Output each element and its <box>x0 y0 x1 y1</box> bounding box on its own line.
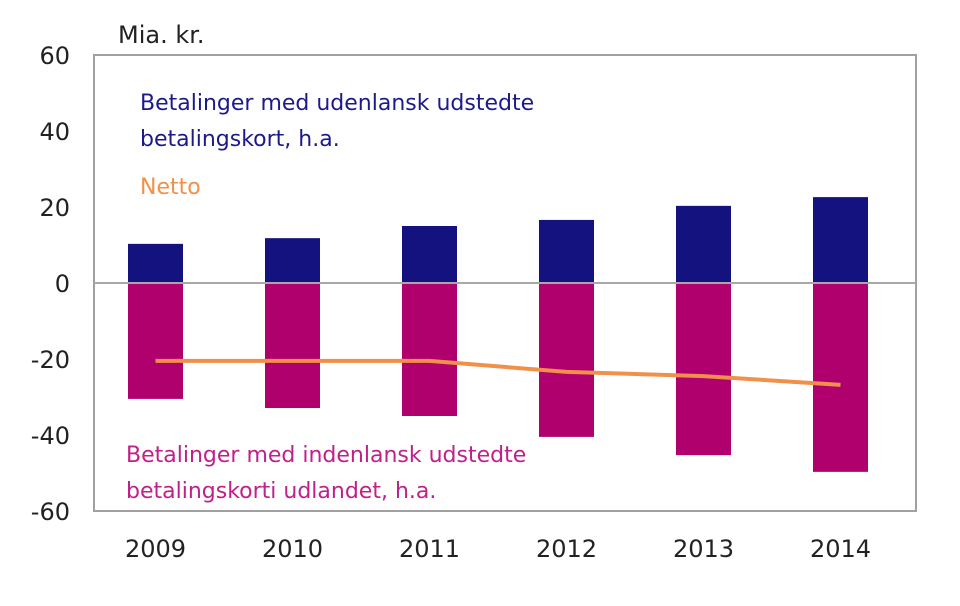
series-label-domestic-cards-line2: betalingskorti udlandet, h.a. <box>126 479 436 504</box>
x-tick-label: 2013 <box>673 535 734 563</box>
series-label-foreign-cards-line2: betalingskort, h.a. <box>140 127 340 152</box>
y-tick-label: 20 <box>39 194 70 222</box>
y-tick-label: 0 <box>55 270 70 298</box>
netto-line <box>155 358 841 387</box>
bar-foreign-2012 <box>539 219 594 283</box>
series-label-foreign-cards: Betalinger med udenlansk udstedte betali… <box>140 91 541 152</box>
series-label-foreign-cards-line1: Betalinger med udenlansk udstedte <box>140 91 534 116</box>
y-tick-label: 60 <box>39 42 70 70</box>
bar-foreign-2011 <box>402 226 457 283</box>
x-tick-label: 2014 <box>810 535 871 563</box>
bar-foreign-2014 <box>813 197 868 283</box>
y-tick-label: 40 <box>39 118 70 146</box>
bar-foreign-2010 <box>265 238 320 283</box>
y-tick-label: -20 <box>31 346 70 374</box>
bars <box>128 197 868 472</box>
bar-domestic-2014 <box>813 283 868 472</box>
bar-foreign-2013 <box>676 205 731 283</box>
bar-domestic-2009 <box>128 283 183 399</box>
series-label-domestic-cards: Betalinger med indenlansk udstedte betal… <box>126 443 533 504</box>
bar-domestic-2012 <box>539 283 594 437</box>
unit-label: Mia. kr. <box>118 21 205 49</box>
y-tick-label: -40 <box>31 422 70 450</box>
x-tick-label: 2011 <box>399 535 460 563</box>
x-axis: 2009 2010 2011 2012 2013 2014 <box>125 535 871 563</box>
bar-foreign-2009 <box>128 243 183 283</box>
bar-domestic-2010 <box>265 283 320 409</box>
bar-domestic-2011 <box>402 283 457 416</box>
x-tick-label: 2010 <box>262 535 323 563</box>
y-tick-label: -60 <box>31 498 70 526</box>
series-label-domestic-cards-line1: Betalinger med indenlansk udstedte <box>126 443 526 468</box>
x-tick-label: 2009 <box>125 535 186 563</box>
bar-domestic-2013 <box>676 283 731 456</box>
x-tick-label: 2012 <box>536 535 597 563</box>
y-axis: 60 40 20 0 -20 -40 -60 <box>31 42 70 526</box>
series-label-netto: Netto <box>140 175 201 200</box>
